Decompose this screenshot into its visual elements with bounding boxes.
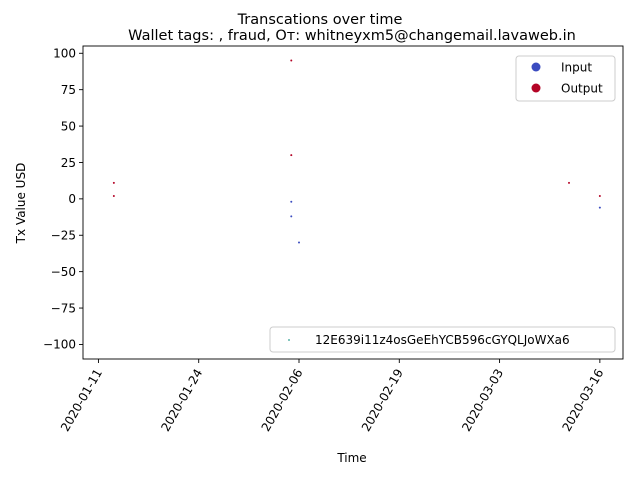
address-legend-marker (288, 339, 290, 341)
x-tick-label: 2020-01-11 (58, 367, 105, 434)
data-point-output (112, 194, 115, 197)
chart-title: Transcations over time (237, 12, 403, 28)
y-tick-label: 75 (61, 83, 76, 97)
data-point-input (298, 241, 300, 244)
x-tick-label: 2020-01-24 (158, 367, 205, 434)
x-tick-label: 2020-02-19 (359, 367, 406, 434)
data-point-input (290, 200, 293, 203)
address-legend-frame (269, 326, 616, 353)
y-tick-label: −50 (51, 265, 76, 279)
chart-subtitle: Wallet tags: , fraud, Oт: whitneyxm5@cha… (128, 28, 576, 44)
data-point-output (568, 181, 570, 184)
y-axis: 100 75 50 25 0 −25 −50 −75 −100 (43, 47, 83, 352)
y-tick-label: −75 (51, 301, 76, 315)
y-tick-label: −25 (51, 229, 76, 243)
data-point-output (112, 181, 115, 184)
address-legend: 12E639i11z4osGeEhYCB596cGYQLJoWXa6 (269, 326, 616, 353)
data-point-output (290, 59, 293, 62)
x-axis: 2020-01-11 2020-01-24 2020-02-06 2020-02-19… (58, 359, 606, 434)
data-point-output (290, 154, 293, 157)
x-axis-label: Time (336, 451, 366, 465)
data-point-input (598, 206, 601, 209)
data-points (112, 59, 601, 244)
data-point-input (290, 215, 293, 218)
y-tick-label: 25 (61, 156, 76, 170)
data-point-output (598, 194, 601, 197)
legend-label-input: Input (561, 61, 592, 75)
y-tick-label: 50 (61, 119, 76, 133)
legend-marker-input (531, 62, 541, 72)
x-tick-label: 2020-03-16 (559, 367, 606, 434)
address-legend-label: 12E639i11z4osGeEhYCB596cGYQLJoWXa6 (315, 333, 570, 347)
y-tick-label: −100 (43, 338, 76, 352)
y-axis-label: Tx Value USD (14, 163, 28, 245)
series-legend-frame (515, 55, 616, 102)
series-legend: Input Output (515, 55, 616, 102)
legend-marker-output (531, 83, 541, 93)
y-tick-label: 100 (53, 47, 76, 61)
legend-label-output: Output (561, 82, 603, 96)
x-tick-label: 2020-03-03 (459, 367, 506, 434)
x-tick-label: 2020-02-06 (259, 367, 306, 434)
y-tick-label: 0 (68, 192, 76, 206)
